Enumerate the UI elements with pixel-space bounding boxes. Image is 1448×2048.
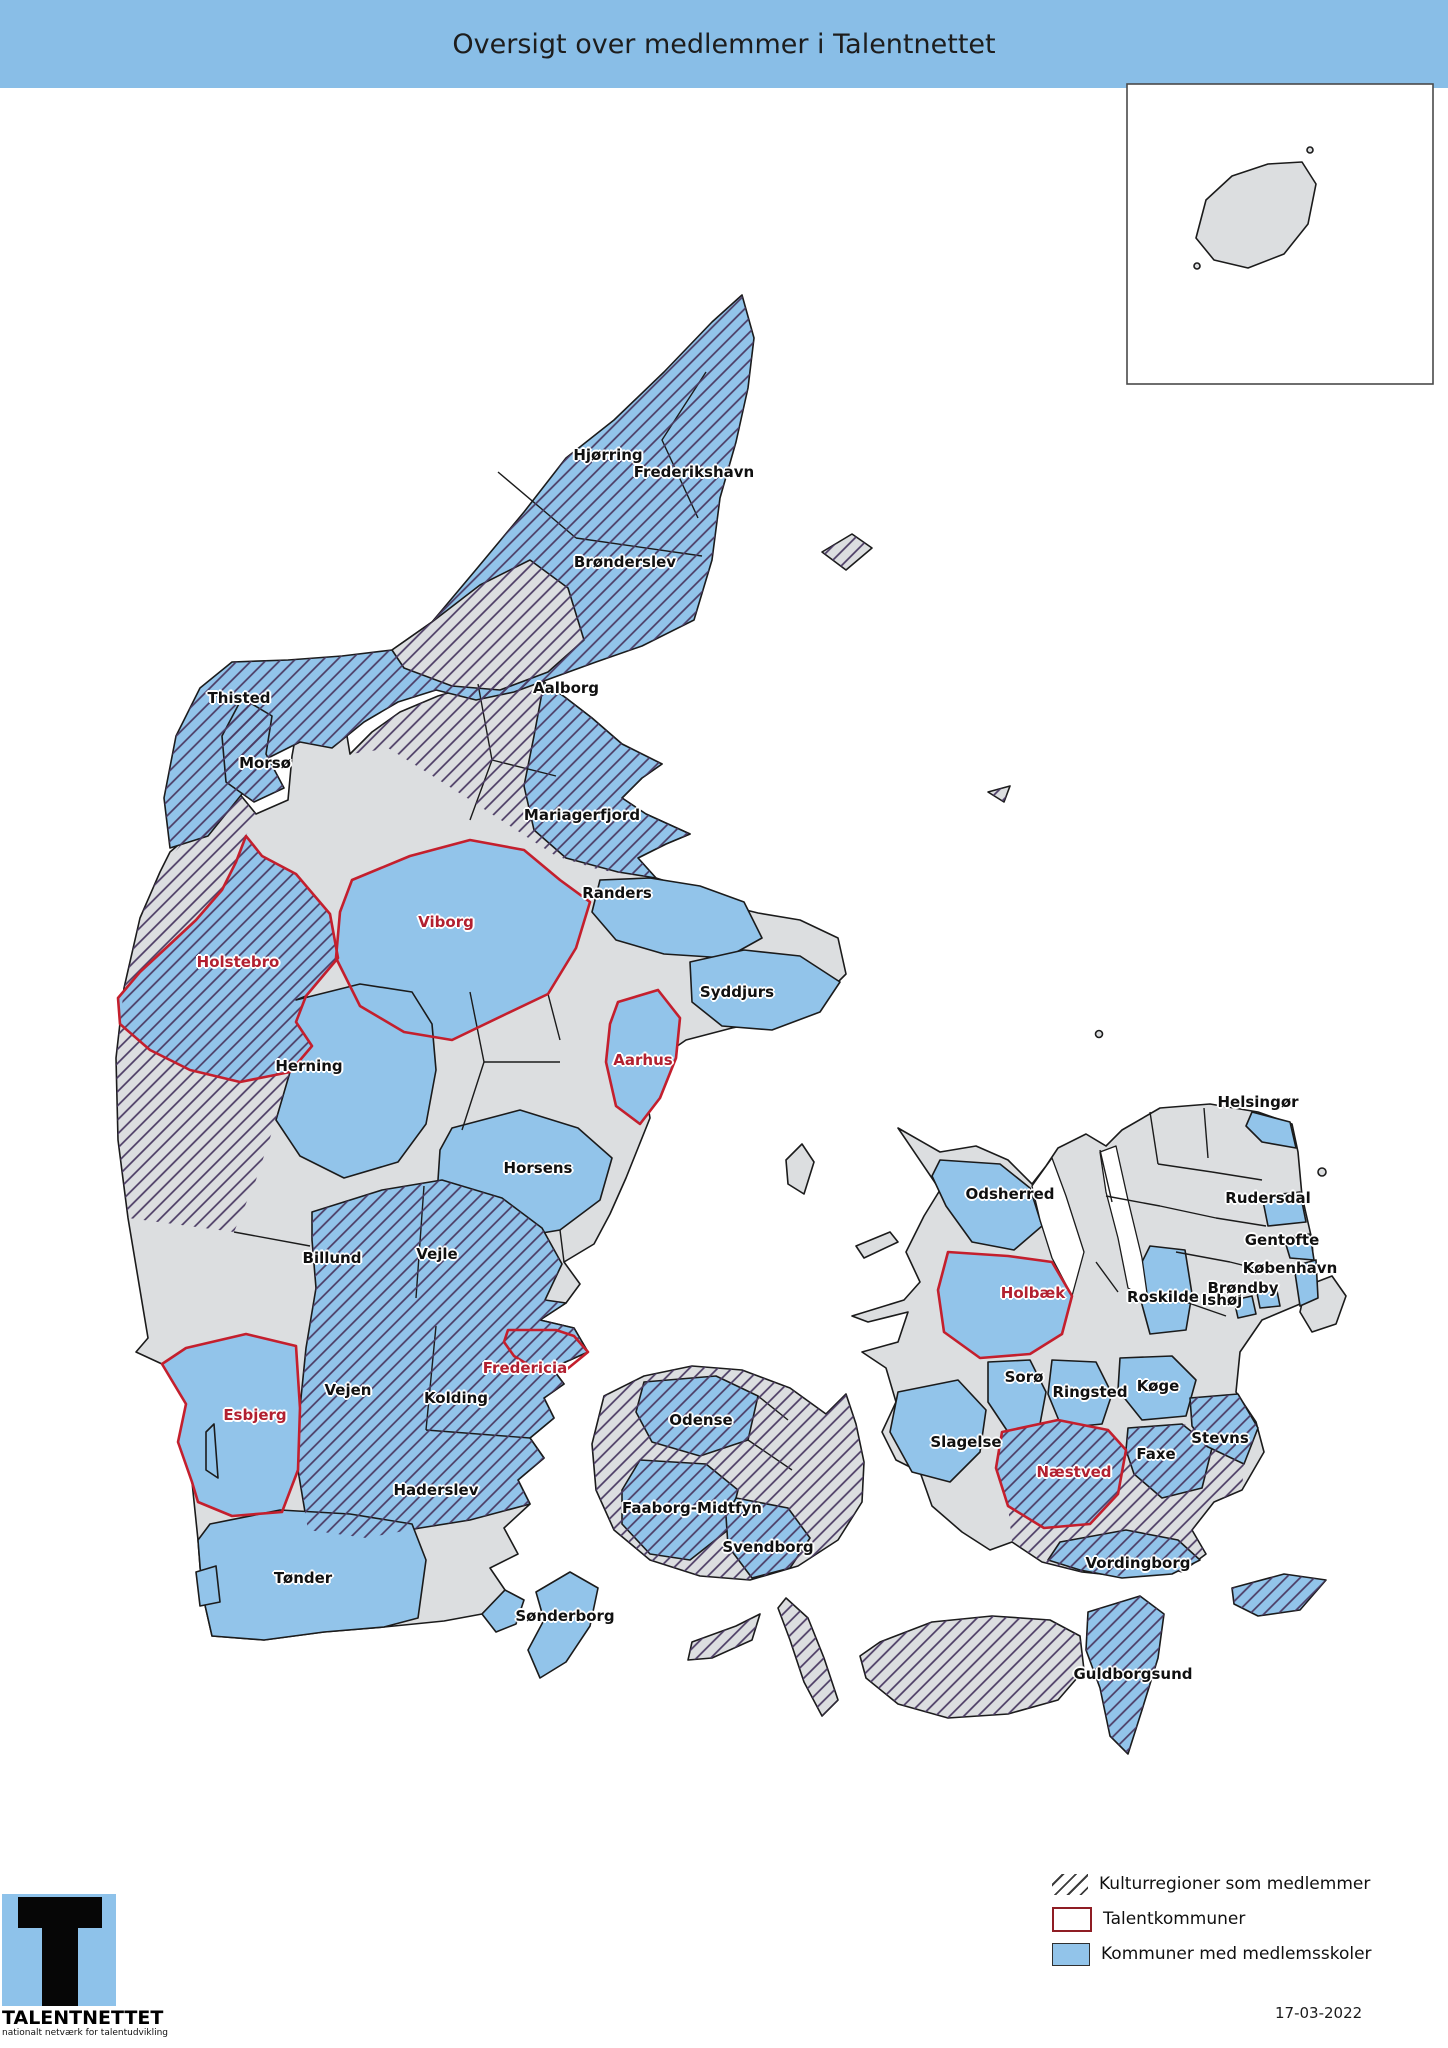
blue-fill-swatch-icon	[1052, 1942, 1090, 1966]
roskilde-fjord	[1099, 1145, 1149, 1301]
red-outline-swatch-icon	[1052, 1906, 1092, 1932]
region-samsoe	[785, 1143, 815, 1195]
region-als	[527, 1571, 599, 1679]
logo-brand: TALENTNETTET	[2, 2007, 164, 2029]
legend-item-kulturregioner: Kulturregioner som medlemmer	[1052, 1872, 1372, 1896]
logo-tagline: nationalt netværk for talentudvikling	[2, 2027, 168, 2038]
island-hven	[1317, 1167, 1327, 1177]
legend: Kulturregioner som medlemmer Talentkommu…	[1052, 1872, 1372, 1977]
legend-item-medlemsskoler: Kommuner med medlemsskoler	[1052, 1942, 1372, 1966]
region-soenderborg-mainland	[481, 1589, 525, 1633]
legend-label: Talentkommuner	[1103, 1909, 1246, 1929]
page-title: Oversigt over medlemmer i Talentnettet	[452, 28, 996, 60]
talentnettet-logo: TALENTNETTET nationalt netværk for talen…	[2, 1894, 222, 2038]
hatch-swatch-icon	[1052, 1873, 1088, 1895]
region-broendby	[1255, 1285, 1281, 1309]
region-helsingoer	[1245, 1111, 1297, 1149]
legend-label: Kommuner med medlemsskoler	[1101, 1944, 1372, 1964]
map-date: 17-03-2022	[1275, 2004, 1363, 2022]
isefjord	[1031, 1157, 1085, 1297]
logo-t-icon	[2, 1894, 116, 2006]
legend-item-talentkommuner: Talentkommuner	[1052, 1906, 1372, 1932]
region-randers	[591, 877, 763, 959]
bornholm-inset	[1126, 83, 1434, 385]
region-odsherred	[931, 1159, 1043, 1251]
region-sejeroe	[855, 1231, 899, 1259]
region-rudersdal	[1261, 1191, 1307, 1227]
region-roemoe	[195, 1565, 221, 1607]
title-banner: Oversigt over medlemmer i Talentnettet	[0, 0, 1448, 88]
island-bornholm-west-dot	[1193, 262, 1201, 270]
region-bornholm	[1195, 161, 1317, 269]
fjords	[1031, 1145, 1149, 1301]
region-aarhus	[605, 989, 681, 1125]
region-fanoe	[205, 1423, 219, 1479]
region-slagelse	[889, 1379, 987, 1483]
legend-label: Kulturregioner som medlemmer	[1099, 1874, 1371, 1894]
island-christiansoe	[1306, 146, 1314, 154]
region-koege	[1117, 1355, 1197, 1421]
region-syddjurs	[689, 949, 841, 1031]
region-ringsted	[1047, 1359, 1113, 1429]
region-ishoej	[1233, 1295, 1257, 1319]
region-koebenhavn	[1293, 1259, 1319, 1307]
island-hesseloe	[1094, 1029, 1104, 1039]
